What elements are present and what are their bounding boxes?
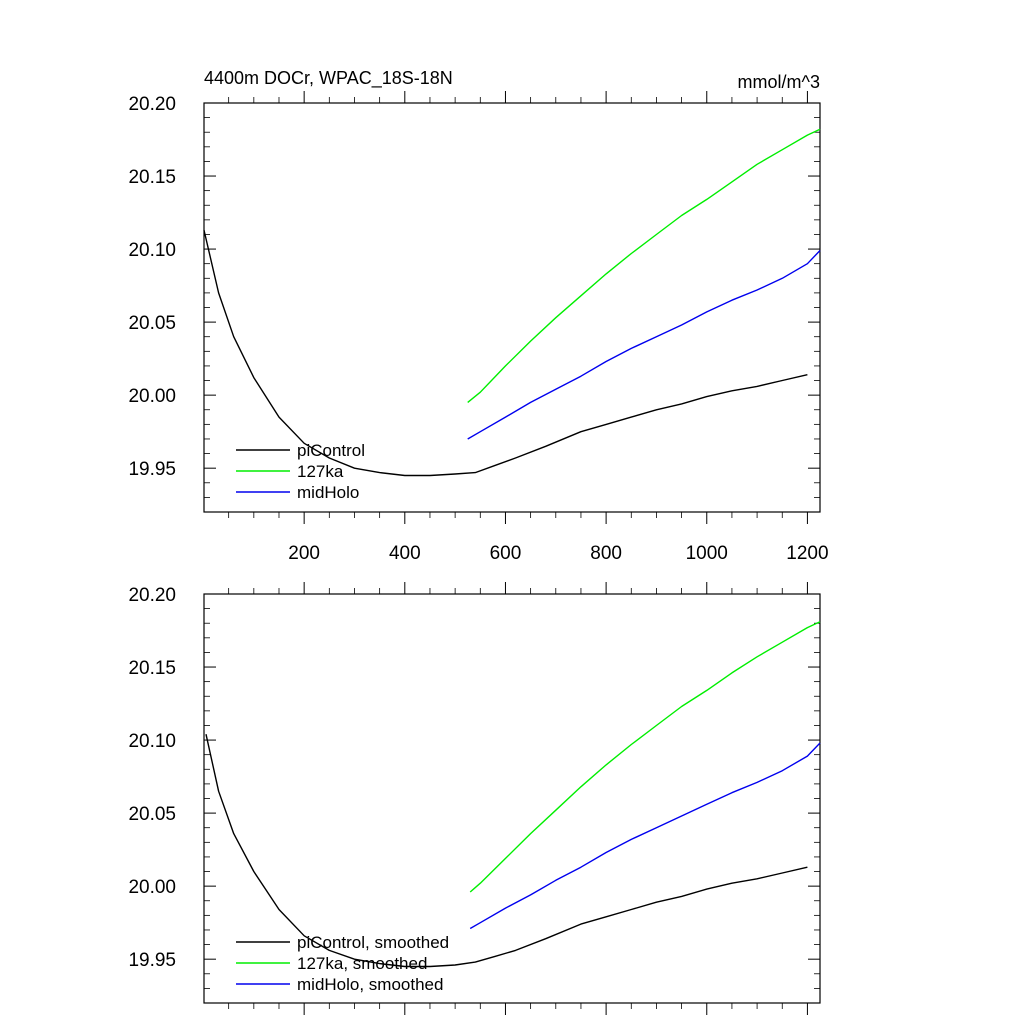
- series-line-midHolo: [467, 250, 821, 440]
- panel-bottom: 19.95 20.00 20.05 20.10 20.15 20.20 piControl,…: [128, 582, 821, 1015]
- panel-top: 19.95 20.00 20.05 20.10 20.15 20.20 200 400 600 8…: [128, 91, 829, 564]
- x-tick-label: 1000: [686, 543, 728, 564]
- y-tick-label: 20.20: [128, 94, 176, 115]
- y-tick-label: 20.00: [128, 877, 176, 898]
- y-tick-label: 20.00: [128, 386, 176, 407]
- y-tick-label: 20.20: [128, 585, 176, 606]
- y-tick-label: 19.95: [128, 950, 176, 971]
- y-tick-label: 20.05: [128, 313, 176, 334]
- legend-label: piControl, smoothed: [297, 933, 449, 952]
- units-label: mmol/m^3: [738, 72, 820, 92]
- series-line-127ka: [469, 621, 821, 893]
- y-tick-label: 20.10: [128, 240, 176, 261]
- chart-title: 4400m DOCr, WPAC_18S-18N: [204, 68, 453, 89]
- legend-label: midHolo: [297, 483, 359, 502]
- legend-label: 127ka, smoothed: [297, 954, 427, 973]
- series-line-piControl: [203, 229, 808, 477]
- x-tick-label: 400: [389, 543, 421, 564]
- y-tick-label: 19.95: [128, 459, 176, 480]
- x-tick-label: 600: [490, 543, 522, 564]
- x-tick-label: 200: [288, 543, 320, 564]
- legend-label: piControl: [297, 441, 365, 460]
- x-tick-label: 800: [590, 543, 622, 564]
- panels: 19.95 20.00 20.05 20.10 20.15 20.20 200 400 600 8…: [128, 91, 829, 1015]
- y-tick-label: 20.05: [128, 804, 176, 825]
- x-tick-label: 1200: [786, 543, 828, 564]
- y-tick-label: 20.10: [128, 731, 176, 752]
- series-line-127ka: [467, 128, 821, 403]
- legend-label: 127ka: [297, 462, 344, 481]
- series-line-piControl: [205, 734, 808, 968]
- y-tick-label: 20.15: [128, 658, 176, 679]
- legend-label: midHolo, smoothed: [297, 975, 443, 994]
- series-line-midHolo: [469, 742, 821, 930]
- y-tick-label: 20.15: [128, 167, 176, 188]
